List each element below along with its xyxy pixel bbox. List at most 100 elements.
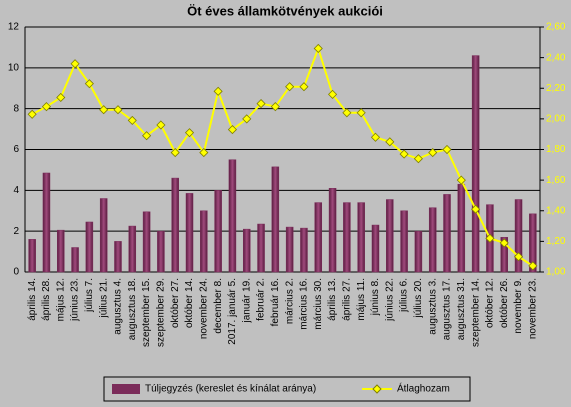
y-tick-label: 12 (8, 22, 20, 33)
bar (500, 237, 508, 273)
bar (285, 226, 294, 273)
bar (42, 172, 51, 273)
bar (271, 166, 280, 273)
bar (529, 213, 537, 273)
x-tick-label: október 14. (184, 278, 195, 328)
marker (142, 131, 152, 141)
marker (399, 149, 409, 159)
x-tick-label: június 8. (370, 278, 381, 316)
x-tick-label: április 14. (27, 278, 38, 321)
legend-marker (372, 384, 382, 394)
y-tick-label: 2 (13, 226, 19, 237)
marker (528, 261, 538, 271)
legend-label: Átlaghozam (397, 382, 450, 395)
marker (84, 79, 94, 89)
bar (428, 207, 437, 273)
marker (356, 108, 366, 118)
bar (114, 241, 122, 273)
y2-tick-label: 2,00 (546, 114, 566, 125)
bar (371, 224, 380, 273)
y2-tick-label: 1,20 (546, 236, 566, 247)
bar (228, 159, 237, 273)
bar (300, 227, 308, 273)
x-tick-label: augusztus 17. (442, 278, 453, 340)
y2-tick-label: 1,80 (546, 144, 566, 155)
x-tick-label: augusztus 31. (456, 278, 467, 340)
bar (328, 188, 337, 273)
marker (299, 82, 309, 92)
bar (400, 210, 408, 273)
marker (285, 82, 295, 92)
marker (328, 89, 338, 99)
x-tick-label: július 21. (98, 278, 109, 318)
bar (128, 225, 137, 273)
bar (257, 223, 265, 273)
marker (56, 92, 66, 103)
x-tick-label: május 12. (55, 278, 66, 321)
x-tick-label: június 22. (384, 278, 395, 322)
marker (170, 147, 180, 158)
marker (485, 233, 495, 243)
x-tick-label: március 30. (313, 278, 324, 330)
x-tick-label: március 2. (284, 278, 295, 324)
x-tick-label: június 23. (70, 278, 81, 322)
bar (85, 221, 94, 273)
bar (514, 199, 523, 273)
marker (385, 137, 395, 147)
x-tick-label: szeptember 14. (470, 278, 481, 347)
marker (242, 114, 252, 124)
marker (213, 86, 223, 96)
x-tick-label: szeptember 29. (156, 278, 167, 347)
y2-tick-label: 2,40 (546, 52, 566, 63)
bar (99, 198, 108, 273)
legend-box (103, 376, 471, 402)
bar (414, 230, 423, 273)
y2-tick-label: 1,60 (546, 175, 566, 186)
marker (442, 144, 452, 155)
x-tick-label: augusztus 3. (427, 278, 438, 335)
y-tick-label: 6 (13, 144, 19, 155)
marker (499, 238, 509, 248)
x-tick-label: november 23. (527, 278, 538, 339)
bar (171, 177, 179, 273)
y-tick-label: 10 (8, 62, 20, 73)
marker (199, 147, 209, 158)
marker (127, 115, 137, 125)
x-tick-label: április 27. (342, 278, 353, 321)
x-tick-label: július 20. (413, 278, 424, 318)
marker (99, 105, 109, 115)
marker (27, 109, 37, 119)
x-tick-label: október 27. (170, 278, 181, 328)
bar (386, 199, 394, 273)
bar (343, 202, 351, 273)
bar (214, 190, 222, 273)
y2-tick-label: 2,60 (546, 22, 566, 33)
legend-label: Túljegyzés (kereslet és kínálat aránya) (145, 384, 316, 395)
bar (71, 247, 79, 273)
bar (200, 210, 208, 273)
x-tick-label: 2017. január 5. (227, 278, 238, 345)
x-tick-label: november 24. (198, 278, 209, 339)
x-tick-label: október 12. (485, 278, 496, 328)
x-tick-label: augusztus 18. (127, 278, 138, 340)
marker (370, 132, 381, 142)
bar (142, 211, 151, 273)
x-tick-label: február 16. (270, 278, 281, 326)
x-tick-label: július 7. (84, 278, 95, 313)
x-tick-label: január 19. (241, 278, 252, 323)
bar (443, 194, 451, 273)
x-tick-label: május 11. (356, 278, 367, 321)
marker (256, 98, 266, 109)
marker (313, 43, 323, 54)
x-tick-label: december 8. (213, 278, 224, 334)
bar (185, 193, 194, 273)
x-tick-label: április 13. (327, 278, 338, 321)
legend-swatch (112, 384, 140, 394)
y-tick-label: 4 (13, 185, 19, 196)
bar (314, 202, 323, 273)
bar (28, 239, 36, 273)
y-tick-label: 8 (13, 103, 19, 114)
y-tick-label: 0 (13, 267, 19, 278)
x-tick-label: október 26. (499, 278, 510, 328)
